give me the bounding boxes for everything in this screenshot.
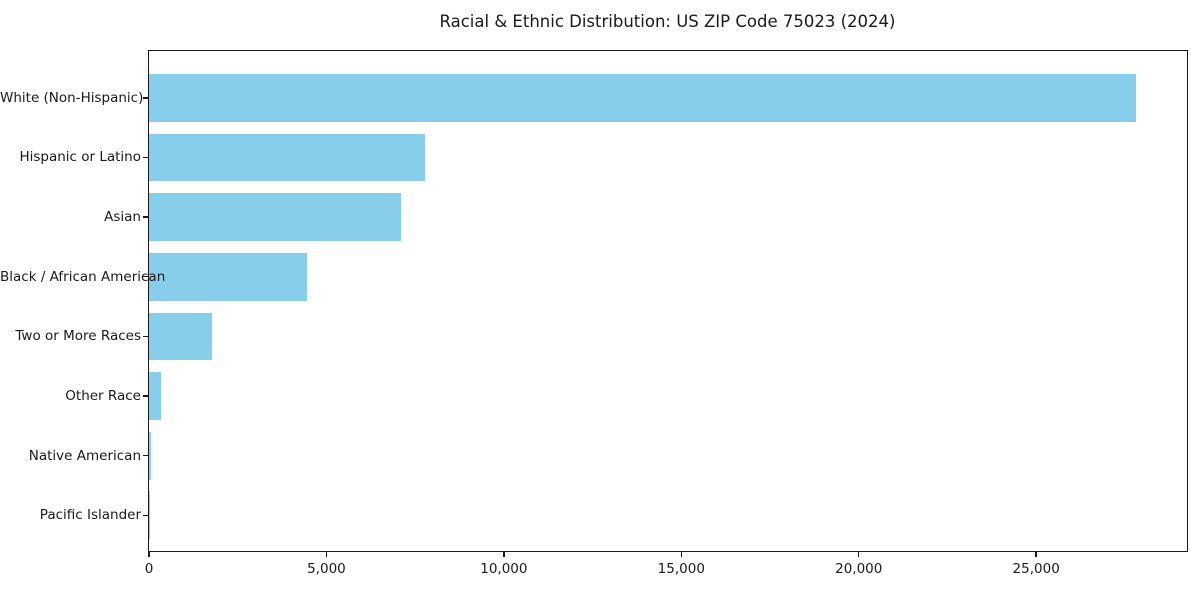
y-tick-mark <box>143 216 148 218</box>
x-tick-mark <box>680 552 682 557</box>
y-tick-mark <box>143 395 148 397</box>
bar-two-or-more-races <box>149 312 212 361</box>
x-tick-mark <box>858 552 860 557</box>
x-tick-label: 0 <box>144 561 154 577</box>
y-tick-mark <box>143 156 148 159</box>
bar-black-african-american <box>149 252 307 301</box>
x-tick-mark <box>1035 552 1037 557</box>
y-tick-label-two-or-more-races: Two or More Races <box>15 328 141 345</box>
y-tick-mark <box>143 335 148 338</box>
x-tick-label: 10,000 <box>480 561 528 577</box>
y-tick-mark <box>143 514 148 517</box>
y-tick-label-native-american: Native American <box>28 447 141 464</box>
x-tick-label: 25,000 <box>1012 561 1060 577</box>
y-tick-label-white-non-hispanic: White (Non-Hispanic) <box>0 89 144 106</box>
bar-white-non-hispanic <box>149 74 1136 122</box>
bar-hispanic-or-latino <box>149 133 425 182</box>
x-tick-mark <box>325 552 328 557</box>
y-tick-label-other-race: Other Race <box>65 388 141 405</box>
bar-native-american <box>149 431 151 480</box>
x-tick-mark <box>503 552 505 557</box>
plot-area <box>148 50 1188 552</box>
y-tick-mark <box>143 276 148 278</box>
y-tick-mark <box>143 97 148 99</box>
bar-other-race <box>149 372 162 420</box>
bar-asian <box>149 193 401 241</box>
x-tick-label: 15,000 <box>657 561 705 577</box>
y-tick-label-pacific-islander: Pacific Islander <box>39 507 141 524</box>
y-tick-mark <box>143 454 148 457</box>
y-tick-label-black-african-american: Black / African American <box>0 268 166 285</box>
y-tick-label-hispanic-or-latino: Hispanic or Latino <box>19 149 141 166</box>
x-tick-mark <box>148 552 150 557</box>
x-tick-label: 20,000 <box>835 561 883 577</box>
chart-title: Racial & Ethnic Distribution: US ZIP Cod… <box>439 12 896 31</box>
y-tick-label-asian: Asian <box>104 209 141 226</box>
x-tick-label: 5,000 <box>307 561 346 577</box>
